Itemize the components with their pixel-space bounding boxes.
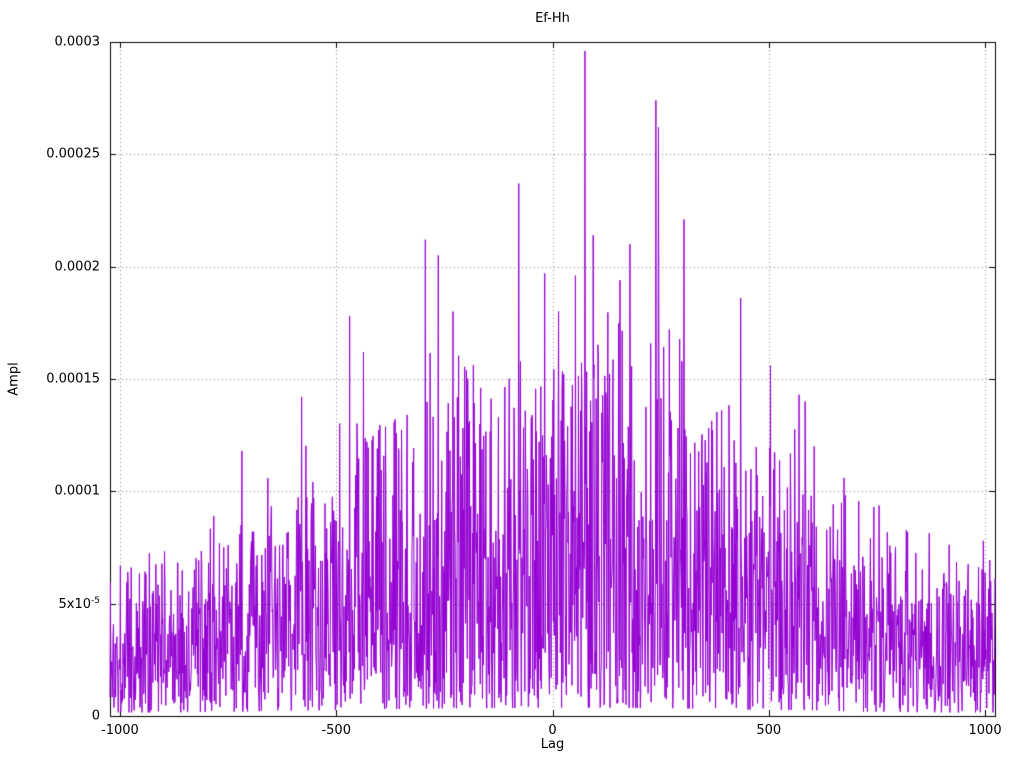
- y-tick-label: 0: [91, 708, 100, 724]
- x-tick-label: -500: [321, 723, 351, 738]
- x-tick-label: 1000: [968, 723, 1002, 738]
- y-tick-label: 0.0002: [54, 259, 101, 275]
- chart-title: Ef-Hh: [535, 11, 570, 26]
- x-tick-label: 0: [548, 723, 557, 738]
- x-tick-label: -1000: [101, 723, 139, 738]
- y-tick-label: 0.00015: [46, 371, 100, 387]
- y-tick-label: 5x10-5: [58, 595, 101, 612]
- y-axis-label: Ampl: [6, 362, 22, 396]
- y-tick-label: 0.00025: [46, 146, 100, 162]
- x-axis-label: Lag: [540, 737, 565, 752]
- y-tick-label: 0.0001: [54, 483, 101, 499]
- x-tick-label: 500: [756, 723, 782, 738]
- y-tick-label: 0.0003: [54, 34, 101, 50]
